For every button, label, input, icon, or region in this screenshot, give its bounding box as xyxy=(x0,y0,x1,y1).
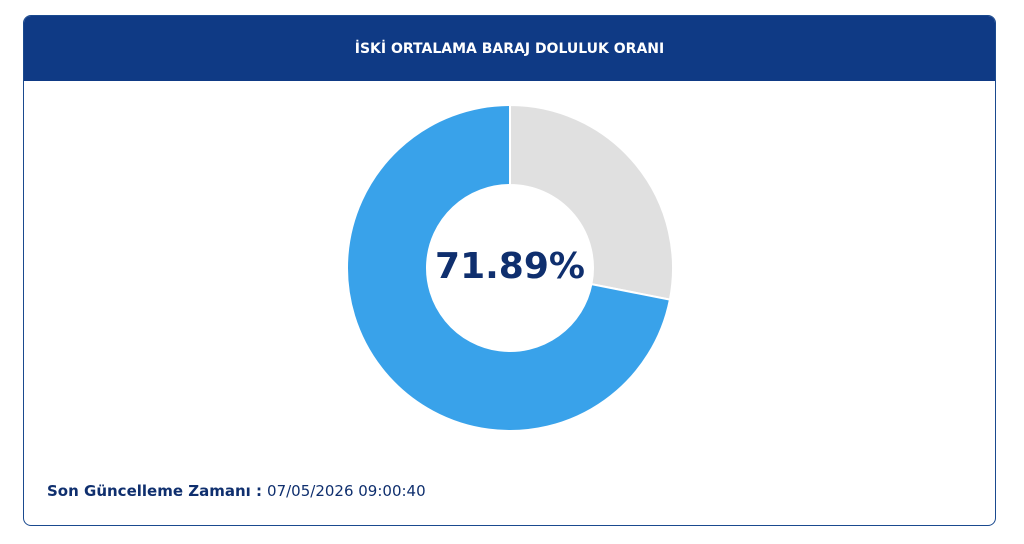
chart-title: İSKİ ORTALAMA BARAJ DOLULUK ORANI xyxy=(354,40,665,57)
update-label: Son Güncelleme Zamanı : xyxy=(47,482,263,500)
donut-segment xyxy=(509,103,674,301)
center-value: 71.89% xyxy=(435,246,585,287)
card-header: İSKİ ORTALAMA BARAJ DOLULUK ORANI xyxy=(24,16,995,81)
update-info: Son Güncelleme Zamanı :07/05/2026 09:00:… xyxy=(47,482,426,500)
donut-segment xyxy=(346,103,672,432)
update-time: 07/05/2026 09:00:40 xyxy=(267,482,426,500)
card: İSKİ ORTALAMA BARAJ DOLULUK ORANI Son Gü… xyxy=(23,15,996,526)
